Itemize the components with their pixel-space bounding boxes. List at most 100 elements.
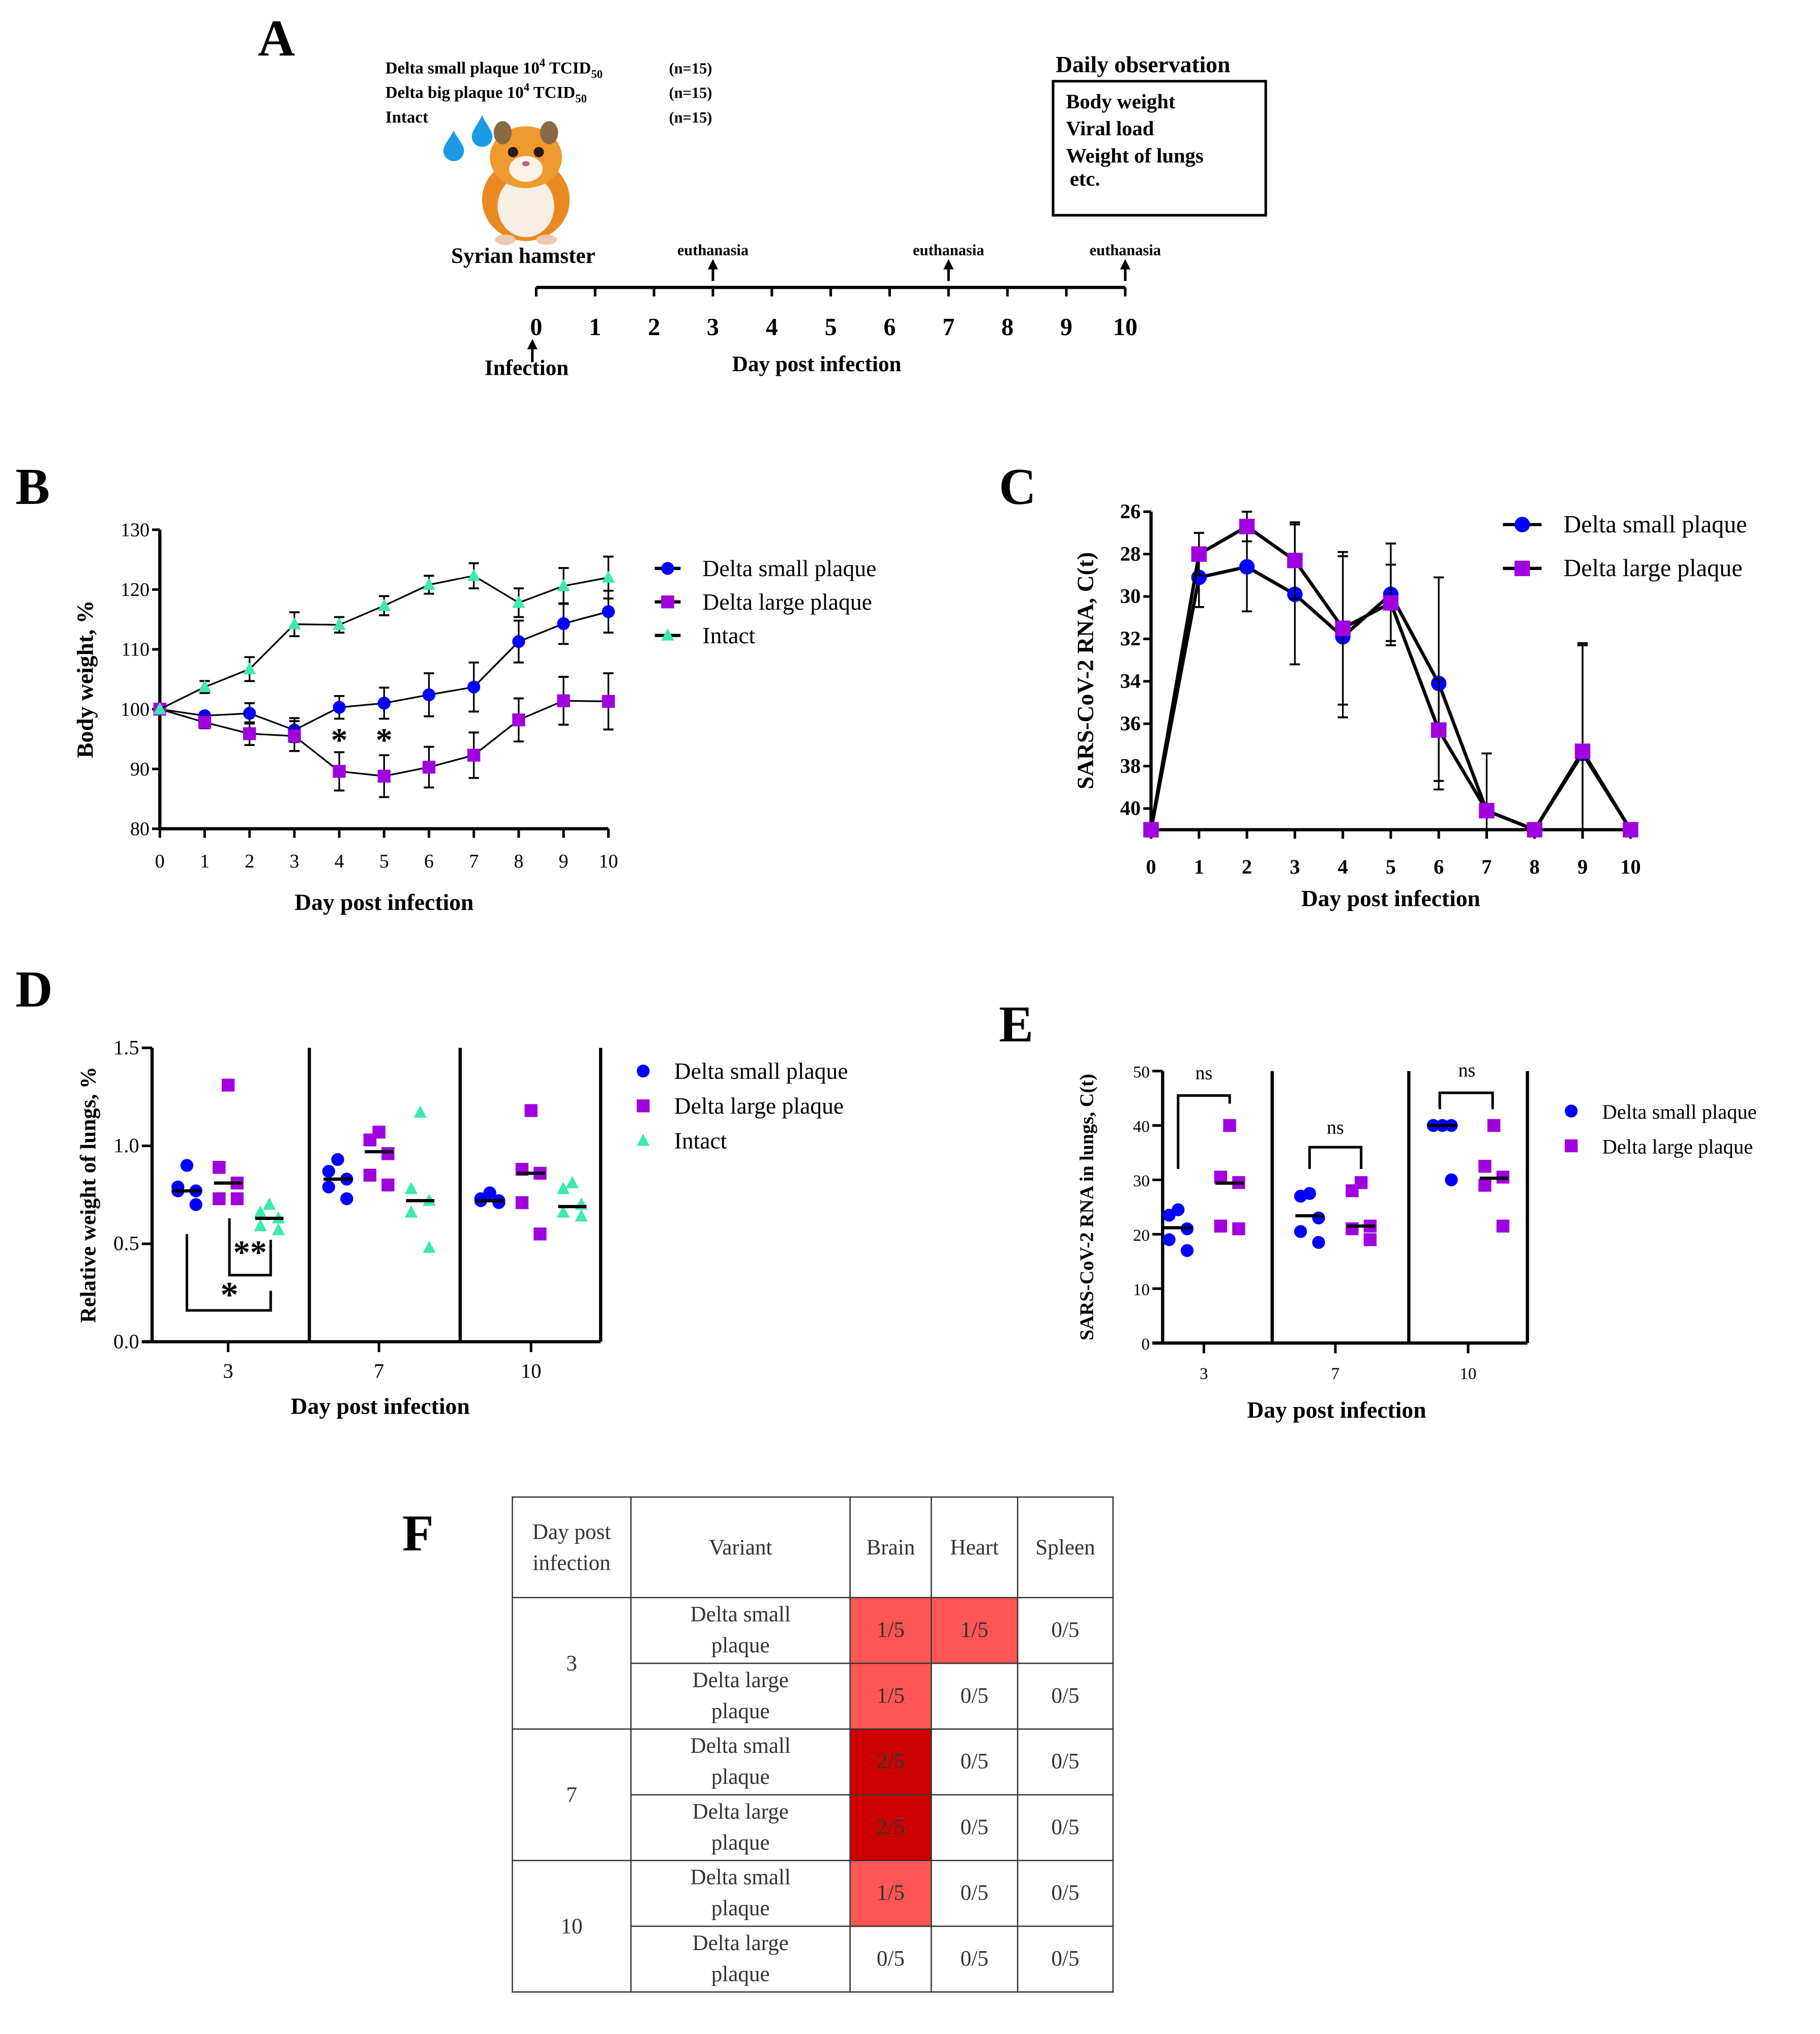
data-point [243,727,256,740]
day-cell: 3 [512,1597,632,1730]
data-point [1335,620,1351,636]
data-point [377,769,391,783]
data-point [1478,1179,1491,1192]
data-point [557,617,570,631]
timeline-tick-label: 8 [1001,314,1013,341]
data-point [254,1219,267,1232]
y-tick-label: 30 [1120,585,1141,608]
data-point [1346,1184,1359,1198]
infection-arrow-icon [527,339,538,349]
panel-label-d: D [15,960,53,1019]
data-point [467,749,481,762]
euthanasia-arrow-icon [943,259,954,270]
data-point [340,1192,353,1206]
timeline-tick-label: 5 [825,314,837,341]
group-name: Intact [385,107,429,127]
euthanasia-label: euthanasia [1090,242,1161,259]
header-spleen: Spleen [1017,1496,1114,1599]
significance-label: * [220,1275,238,1314]
data-point [363,1133,377,1147]
data-point [243,707,256,720]
data-point [1239,559,1255,575]
y-tick-label: 38 [1120,754,1141,777]
x-tick-label: 5 [1386,855,1396,878]
data-point [565,1176,579,1188]
variant-cell: Delta small plaque [630,1728,851,1796]
data-point [1143,822,1159,837]
data-point [1162,1209,1176,1222]
hamster-belly [497,175,554,237]
data-point [1223,1119,1236,1132]
y-axis-title: Relative weight of lungs, % [77,1067,101,1323]
data-point [322,1164,336,1178]
timeline-tick-label: 1 [589,314,601,341]
series-delta-small-plaque [171,1153,505,1211]
x-tick-label: 1 [1194,855,1204,878]
data-point [333,701,346,714]
heart-cell: 0/5 [931,1860,1019,1927]
day-cell: 10 [512,1860,632,1993]
x-tick-label: 1 [200,851,210,872]
brain-cell: 1/5 [849,1662,932,1730]
series-delta-small-plaque [1162,1119,1458,1257]
significance-label: ns [1327,1117,1344,1138]
y-axis-title: Body weight, % [72,601,98,758]
brain-cell: 1/5 [849,1860,932,1927]
panel-a-graphics: 0 1 2 3 4 5 6 7 8 9 10 euthanasia euthanasia euthanas… [443,114,1161,363]
series-intact [254,1105,588,1253]
y-tick-label: 40 [1133,1118,1150,1136]
euthanasia-label: euthanasia [677,242,749,259]
table-row: Delta large plaque 0/5 0/5 0/5 [513,1925,1114,1993]
data-point [422,688,436,702]
spleen-cell: 0/5 [1017,1728,1114,1796]
x-tick-label: 3 [1290,855,1300,878]
data-point [422,761,436,774]
data-point [1623,822,1638,837]
data-point [1180,1244,1194,1257]
table-row: Delta large plaque 2/5 0/5 0/5 [513,1794,1114,1862]
y-tick-label: 30 [1133,1172,1150,1190]
data-point [556,1182,570,1194]
spleen-cell: 0/5 [1017,1662,1114,1730]
data-point [1574,743,1591,759]
y-tick-label: 1.5 [113,1036,139,1059]
brain-cell: 1/5 [849,1597,932,1664]
data-point [322,1180,336,1193]
data-point [288,617,301,630]
x-axis-title: Day post infection [1301,885,1480,911]
group-label-intact: Intact [385,108,428,126]
data-point [243,662,256,674]
x-tick-label: 10 [521,1360,542,1383]
data-point [512,595,525,608]
legend-marker [661,595,674,609]
x-tick-label: 0 [1146,855,1156,878]
x-tick-label: 0 [155,851,165,872]
data-point [254,1205,267,1218]
data-point [189,1198,202,1211]
table-row: 7 Delta small plaque 2/5 0/5 0/5 [512,1728,1114,1862]
brain-cell: 2/5 [849,1728,932,1796]
data-point [1431,722,1447,738]
y-tick-label: 80 [130,818,150,840]
table-header-row: Day post infection Variant Brain Heart S… [512,1496,1114,1599]
y-tick-label: 130 [121,519,150,541]
data-point [467,569,481,581]
data-point [1363,1233,1377,1246]
y-tick-label: 0.5 [113,1232,139,1255]
significance-asterisk: * [376,722,393,759]
data-point [333,617,346,630]
significance-bracket [1308,1146,1363,1169]
data-point [512,635,525,648]
legend-label: Delta small plaque [1602,1100,1757,1123]
x-tick-label: 2 [1242,855,1252,878]
y-tick-label: 10 [1133,1281,1150,1299]
header-heart: Heart [931,1496,1019,1599]
panel-label-a: A [257,9,295,67]
significance-label: ns [1458,1060,1476,1081]
panel-label-b: B [15,457,50,516]
heart-cell: 0/5 [931,1794,1019,1862]
spleen-cell: 0/5 [1017,1925,1114,1993]
y-tick-label: 50 [1133,1063,1150,1082]
significance-bracket [228,1218,272,1277]
